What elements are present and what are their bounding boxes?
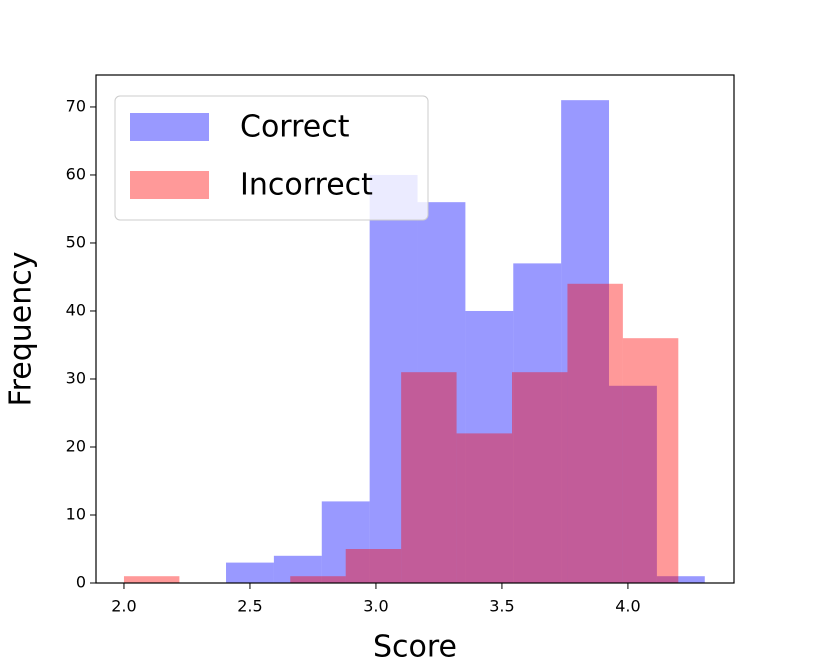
x-tick-label: 3.5 — [489, 597, 514, 616]
legend-swatch — [130, 113, 209, 141]
bar — [273, 555, 322, 583]
bar — [345, 548, 402, 583]
bar — [512, 372, 568, 583]
bar — [369, 174, 418, 583]
x-tick-label: 4.0 — [615, 597, 640, 616]
legend-swatch — [130, 171, 209, 199]
bar — [321, 501, 370, 583]
x-axis-label: Score — [373, 630, 457, 660]
y-tick-label: 50 — [66, 232, 86, 251]
bar — [401, 372, 457, 583]
y-axis-label: Frequency — [4, 252, 39, 407]
bar — [656, 576, 705, 583]
bar — [513, 263, 562, 583]
plot-frame — [95, 74, 735, 584]
bar — [290, 576, 346, 583]
bar — [456, 433, 513, 583]
x-tick-label: 2.0 — [111, 597, 136, 616]
y-tick-label: 40 — [66, 300, 86, 319]
y-tick-label: 70 — [66, 96, 86, 115]
legend-label: Correct — [240, 110, 350, 145]
legend-label: Incorrect — [240, 168, 373, 203]
bar — [609, 385, 657, 583]
bar — [622, 338, 679, 583]
legend: Correct Incorrect — [114, 95, 429, 221]
bar — [465, 310, 514, 583]
bar — [123, 576, 180, 583]
y-tick-label: 30 — [66, 368, 86, 387]
legend-box — [114, 95, 429, 221]
x-tick-label: 2.5 — [237, 597, 262, 616]
bar — [567, 283, 623, 583]
y-tick-label: 0 — [76, 573, 86, 592]
bar — [417, 202, 466, 583]
x-tick-label: 3.0 — [363, 597, 388, 616]
y-tick-label: 10 — [66, 504, 86, 523]
y-tick-label: 60 — [66, 164, 86, 183]
bar — [226, 562, 274, 583]
y-tick-label: 20 — [66, 436, 86, 455]
bar — [561, 100, 610, 583]
